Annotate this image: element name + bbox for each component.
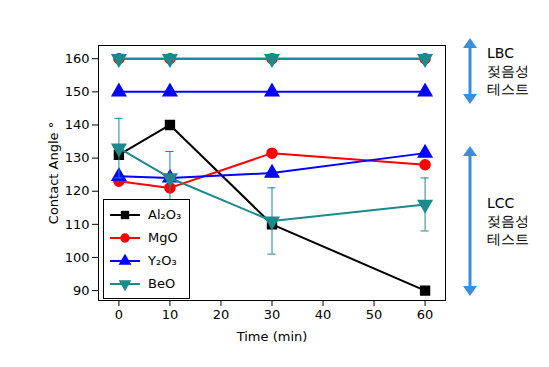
svg-text:30: 30	[264, 307, 281, 322]
svg-text:10: 10	[162, 307, 179, 322]
svg-text:LCC젖음성테스트: LCC젖음성테스트	[487, 195, 529, 247]
svg-text:110: 110	[65, 216, 90, 231]
svg-text:50: 50	[366, 307, 383, 322]
html-text:MgO: MgO	[148, 230, 178, 245]
svg-text:90: 90	[73, 283, 90, 298]
svg-text:LBC젖음성테스트: LBC젖음성테스트	[487, 45, 529, 97]
svg-text:40: 40	[315, 307, 332, 322]
svg-text:150: 150	[65, 84, 90, 99]
svg-text:120: 120	[65, 183, 90, 198]
svg-text:130: 130	[65, 150, 90, 165]
svg-text:Contact Angle °: Contact Angle °	[46, 122, 61, 224]
svg-text:Time (min): Time (min)	[236, 329, 308, 344]
html-text:Y₂O₃: Y₂O₃	[148, 253, 177, 268]
html-text:BeO: BeO	[148, 276, 176, 291]
svg-text:140: 140	[65, 117, 90, 132]
svg-text:0: 0	[115, 307, 123, 322]
svg-text:60: 60	[417, 307, 434, 322]
svg-text:100: 100	[65, 250, 90, 265]
svg-text:20: 20	[213, 307, 230, 322]
html-text:Al₂O₃: Al₂O₃	[148, 207, 182, 222]
svg-text:160: 160	[65, 51, 90, 66]
